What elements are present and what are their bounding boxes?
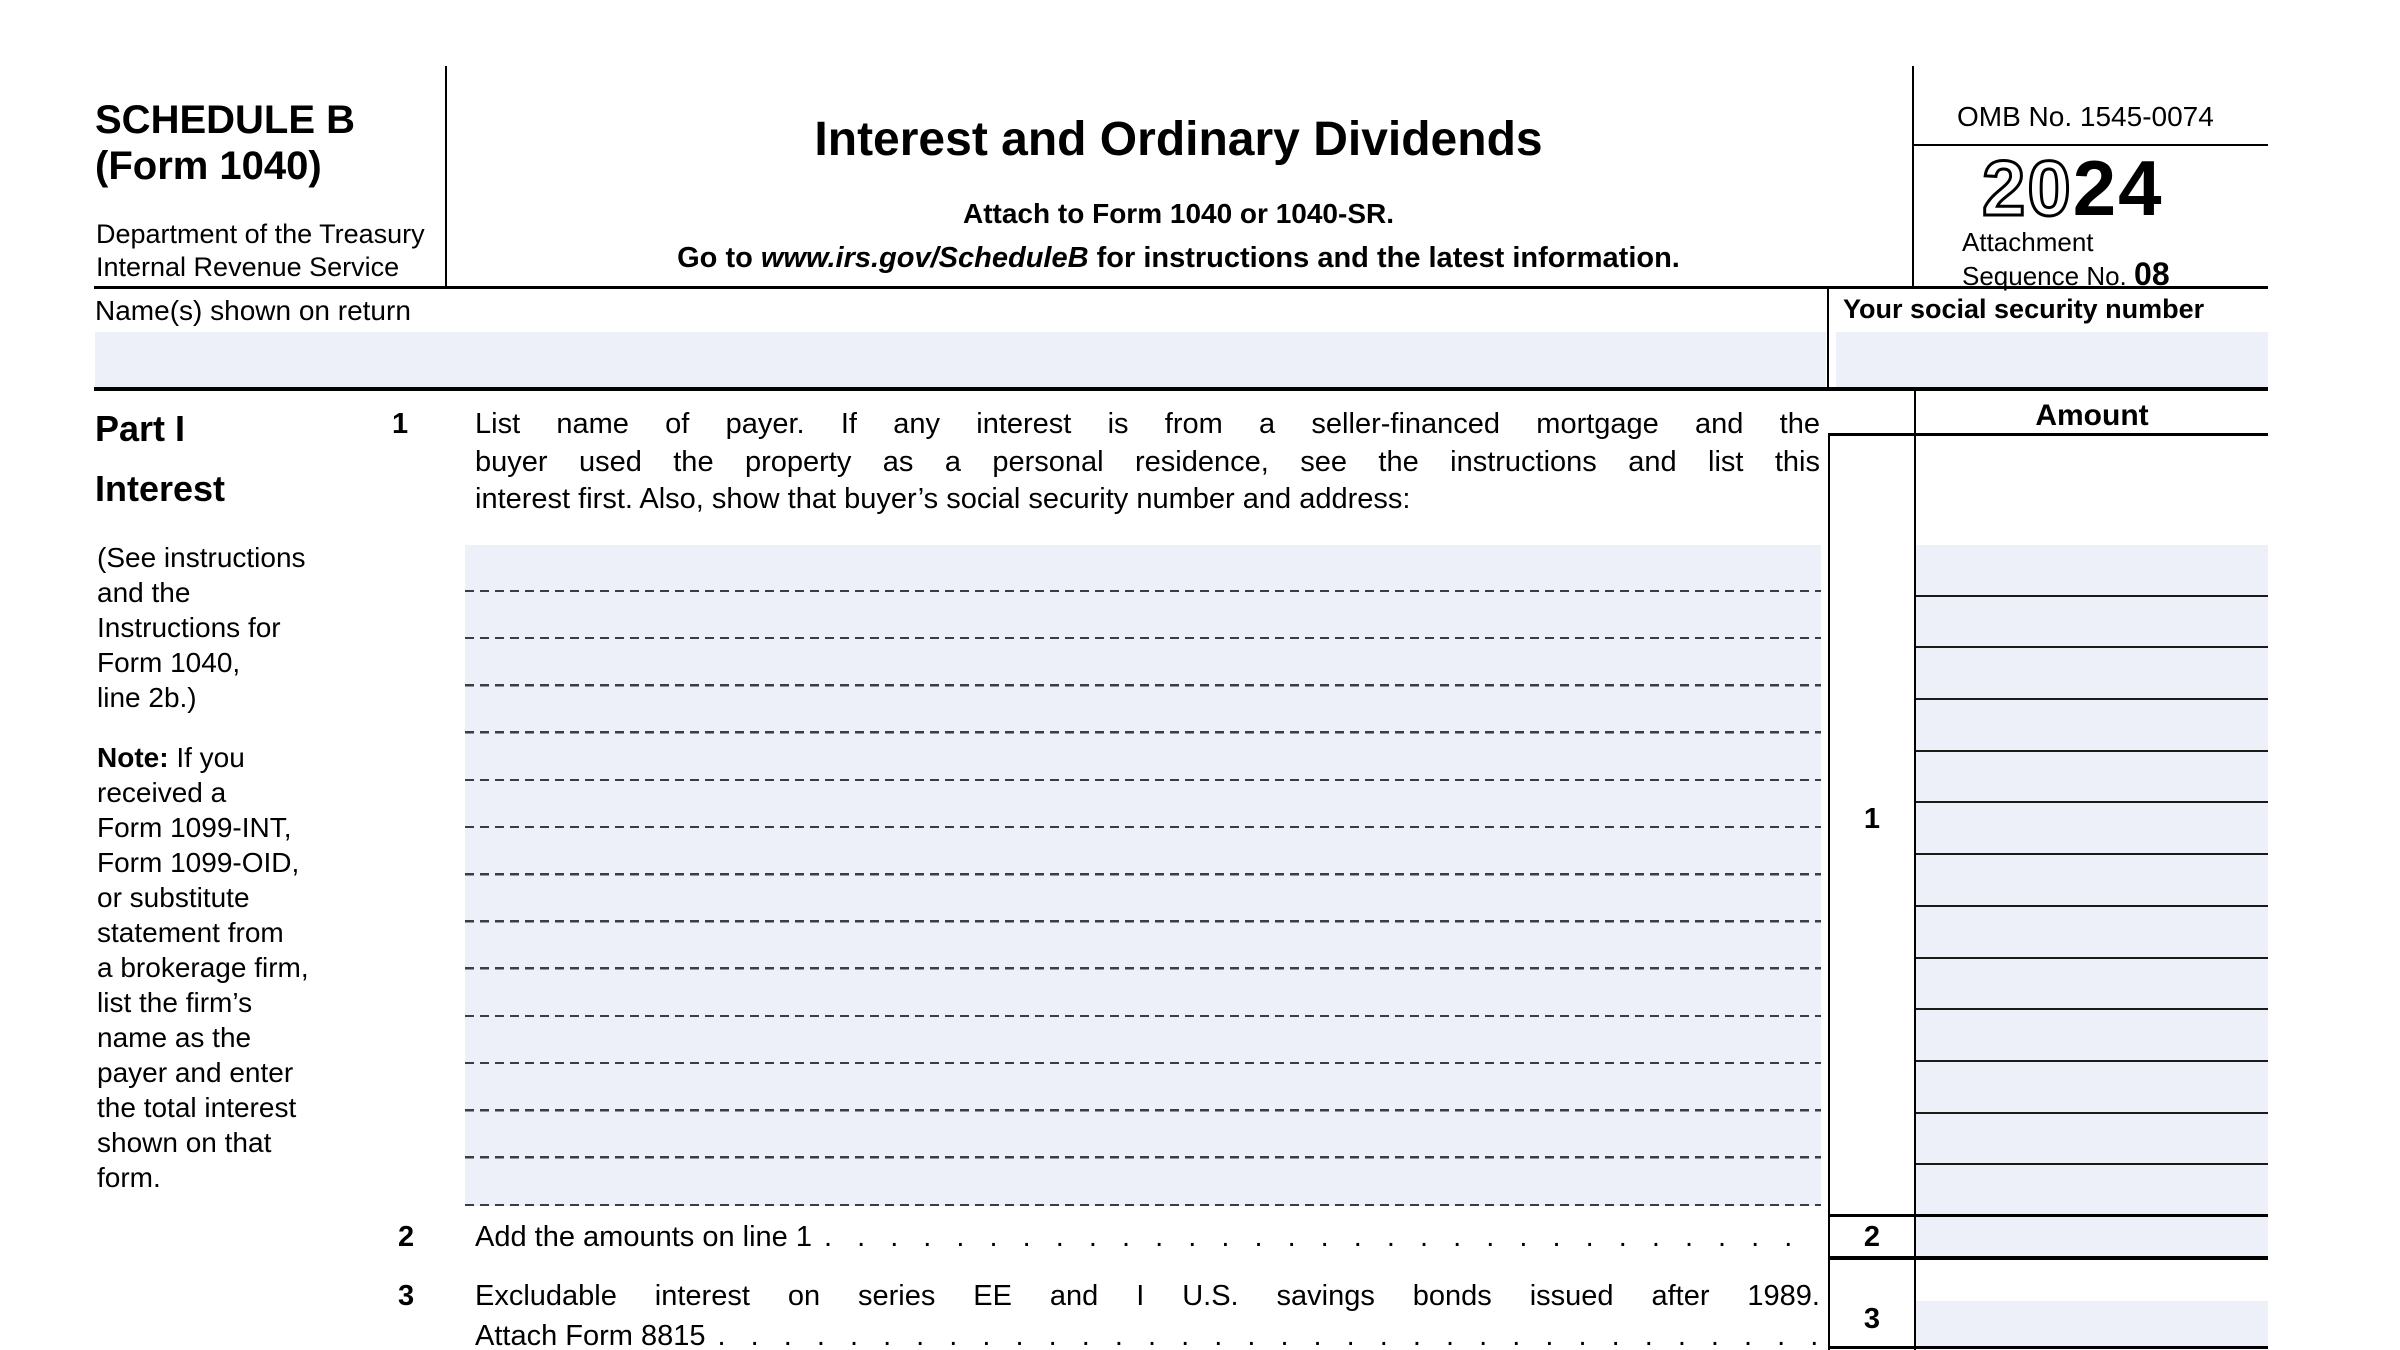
line3-column-number: 3 [1863,1303,1881,1335]
line2-number: 2 [398,1221,415,1253]
agency-block: Department of the Treasury Internal Reve… [96,218,425,284]
line3-amount-cell[interactable] [1916,1301,2268,1346]
line3-text-line2: Attach Form 8815 [475,1320,706,1350]
line1-amount-cells [1916,545,2268,1215]
text-line: buyer used the property as a personal re… [475,445,1820,478]
payer-entry-line[interactable] [465,1158,1821,1207]
payer-entry-line[interactable] [465,969,1821,1018]
name-label: Name(s) shown on return [95,295,411,326]
line2-column-number: 2 [1863,1221,1881,1253]
payer-entry-line[interactable] [465,592,1821,640]
svg-text:2024: 2024 [1982,155,2164,223]
payer-entry-line[interactable] [465,1017,1821,1065]
line3-bottom-rule [1828,1346,2268,1349]
text-line: List name of payer. If any interest is f… [475,408,1820,440]
text-line: line 2b.) [97,682,197,713]
name-ssn-divider [1827,288,1829,388]
line1-instruction: List name of payer. If any interest is f… [475,406,1820,519]
see-instructions-note: (See instructions and the Instructions for… [97,540,306,715]
form-title: Interest and Ordinary Dividends [814,113,1543,166]
payer-entry-line[interactable] [465,1111,1821,1159]
text-line: Form 1040, [97,647,241,678]
amount-column-left-rule [1914,391,1916,1350]
amount-column-header: Amount [2035,399,2149,432]
header-divider-left [445,66,447,286]
amount-header-rule [1828,433,2268,436]
amount-cell[interactable] [1916,1010,2268,1062]
part1-subheading: Interest [95,468,226,509]
form-id-block: SCHEDULE B (Form 1040) [95,97,355,189]
treasury-label: Department of the Treasury [96,219,425,249]
identity-bottom-rule [94,387,2268,391]
amount-cell[interactable] [1916,1165,2268,1215]
tax-year-solid-digits: 24 [2073,155,2164,223]
payer-entry-line[interactable] [465,733,1821,782]
omb-divider-rule [1912,144,2268,146]
part1-heading: Part I [95,408,186,449]
irs-url-link[interactable]: www.irs.gov/ScheduleB [760,242,1089,274]
amount-cell[interactable] [1916,803,2268,856]
line3-text-line1: Excludable interest on series EE and I U… [475,1280,1820,1312]
line3-number: 3 [398,1280,415,1312]
text-line: (See instructions [97,542,306,573]
line2-row: Add the amounts on line 1 . . . . . . . … [475,1221,1820,1254]
line2-dot-leader: . . . . . . . . . . . . . . . . . . . . … [823,1221,1820,1253]
ssn-label: Your social security number [1843,294,2205,324]
irs-label: Internal Revenue Service [96,252,400,282]
tax-year: 2024 [1980,143,2210,234]
attach-instruction: Attach to Form 1040 or 1040-SR. [962,198,1395,229]
line2-top-rule [1828,1214,2268,1217]
payer-entry-line[interactable] [465,828,1821,876]
name-input[interactable] [95,332,1826,387]
goto-suffix: for instructions and the latest informat… [1088,242,1680,274]
line1-number: 1 [392,408,409,440]
amount-cell[interactable] [1916,855,2268,907]
amount-cell[interactable] [1916,1061,2268,1114]
form-number-label: (Form 1040) [95,144,322,188]
goto-instruction: Go to www.irs.gov/ScheduleB for instruct… [447,242,1910,275]
payer-entry-line[interactable] [465,922,1821,970]
payer-entry-line[interactable] [465,875,1821,923]
payer-entry-line[interactable] [465,686,1821,734]
text-line: and the [97,577,191,608]
amount-cell[interactable] [1916,1113,2268,1166]
text-line: interest first. Also, show that buyer’s … [475,483,1411,515]
number-column-left-rule [1828,435,1830,1350]
payer-entry-line[interactable] [465,545,1821,593]
amount-cell[interactable] [1916,545,2268,597]
payer-entry-line[interactable] [465,781,1821,829]
ssn-input[interactable] [1836,332,2268,387]
note-label: Note: [97,742,169,773]
line2-text: Add the amounts on line 1 [475,1221,812,1253]
tax-year-outline-digits: 20 [1982,155,2073,223]
omb-number: OMB No. 1545-0074 [1957,101,2214,132]
amount-cell[interactable] [1916,958,2268,1011]
line1-column-number: 1 [1863,803,1881,835]
header-divider-right [1912,66,1914,286]
amount-cell[interactable] [1916,596,2268,649]
header-bottom-rule [94,286,2268,289]
text-line: Instructions for [97,612,281,643]
line3-dot-leader: . . . . . . . . . . . . . . . . . . . . … [717,1320,1821,1350]
amount-cell[interactable] [1916,700,2268,752]
amount-cell[interactable] [1916,648,2268,701]
payer-entry-line[interactable] [465,639,1821,687]
goto-prefix: Go to [677,242,761,274]
schedule-label: SCHEDULE B [95,98,356,142]
payer-entry-area [465,545,1821,1207]
amount-cell[interactable] [1916,751,2268,804]
line2-amount-cell[interactable] [1916,1217,2268,1256]
tax-year-graphic: 2024 [1981,143,2164,234]
line2-bottom-rule [1828,1256,2268,1260]
attachment-label: Attachment [1962,227,2094,257]
payer-entry-line[interactable] [465,1064,1821,1112]
amount-cell[interactable] [1916,906,2268,959]
payer-note: Note: If you received a Form 1099-INT, Form… [97,742,309,1193]
line3-row2: Attach Form 8815 . . . . . . . . . . . .… [475,1320,1820,1350]
